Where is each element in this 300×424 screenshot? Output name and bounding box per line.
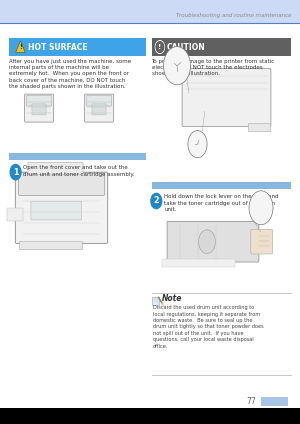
Text: !: ! — [158, 44, 161, 50]
Text: CAUTION: CAUTION — [167, 42, 206, 52]
Polygon shape — [8, 208, 22, 221]
FancyBboxPatch shape — [182, 69, 271, 126]
FancyBboxPatch shape — [25, 94, 53, 122]
FancyBboxPatch shape — [92, 104, 106, 115]
FancyBboxPatch shape — [254, 202, 268, 216]
FancyBboxPatch shape — [261, 397, 288, 406]
Text: HOT SURFACE: HOT SURFACE — [28, 42, 88, 52]
Circle shape — [155, 41, 164, 53]
Circle shape — [164, 47, 190, 85]
Circle shape — [199, 230, 215, 254]
Text: 77: 77 — [247, 397, 256, 406]
FancyBboxPatch shape — [15, 172, 108, 243]
FancyBboxPatch shape — [86, 95, 112, 106]
Polygon shape — [162, 259, 236, 267]
Text: !: ! — [19, 45, 22, 50]
FancyBboxPatch shape — [9, 153, 146, 160]
Text: 1: 1 — [13, 167, 18, 177]
Polygon shape — [16, 41, 25, 53]
FancyBboxPatch shape — [31, 201, 82, 220]
FancyBboxPatch shape — [9, 38, 146, 56]
FancyBboxPatch shape — [251, 229, 273, 254]
Text: Troubleshooting and routine maintenance: Troubleshooting and routine maintenance — [176, 13, 291, 18]
Text: To prevent damage to the printer from static
electricity, DO NOT touch the elect: To prevent damage to the printer from st… — [152, 59, 275, 76]
FancyBboxPatch shape — [19, 173, 104, 195]
Text: After you have just used the machine, some
internal parts of the machine will be: After you have just used the machine, so… — [9, 59, 131, 89]
FancyBboxPatch shape — [248, 123, 270, 131]
FancyBboxPatch shape — [0, 408, 300, 424]
Circle shape — [249, 191, 273, 225]
Circle shape — [10, 165, 21, 180]
FancyBboxPatch shape — [152, 182, 291, 189]
Text: 2: 2 — [154, 196, 159, 206]
Text: Open the front cover and take out the
drum unit and toner cartridge assembly.: Open the front cover and take out the dr… — [23, 165, 135, 177]
FancyBboxPatch shape — [153, 297, 159, 306]
Circle shape — [151, 193, 162, 209]
Circle shape — [156, 42, 164, 53]
FancyBboxPatch shape — [167, 221, 259, 262]
Text: Note: Note — [162, 294, 182, 303]
FancyBboxPatch shape — [28, 162, 83, 175]
FancyBboxPatch shape — [0, 0, 300, 23]
FancyBboxPatch shape — [85, 94, 113, 122]
Circle shape — [188, 131, 207, 158]
Text: Hold down the lock lever on the right and
take the toner cartridge out of the dr: Hold down the lock lever on the right an… — [164, 194, 279, 212]
FancyBboxPatch shape — [152, 38, 291, 56]
Text: Discard the used drum unit according to
local regulations, keeping it separate f: Discard the used drum unit according to … — [153, 305, 264, 349]
FancyBboxPatch shape — [26, 95, 52, 106]
FancyBboxPatch shape — [32, 104, 46, 115]
FancyBboxPatch shape — [20, 241, 82, 249]
